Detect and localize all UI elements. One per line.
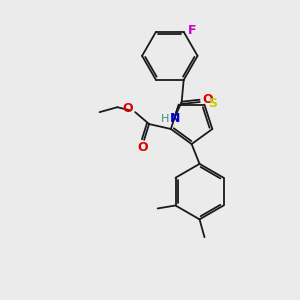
Text: O: O (122, 102, 133, 115)
Text: H: H (161, 113, 169, 124)
Text: O: O (202, 93, 213, 106)
Text: F: F (188, 24, 197, 38)
Text: S: S (208, 97, 217, 110)
Text: O: O (138, 141, 148, 154)
Text: N: N (169, 112, 180, 125)
